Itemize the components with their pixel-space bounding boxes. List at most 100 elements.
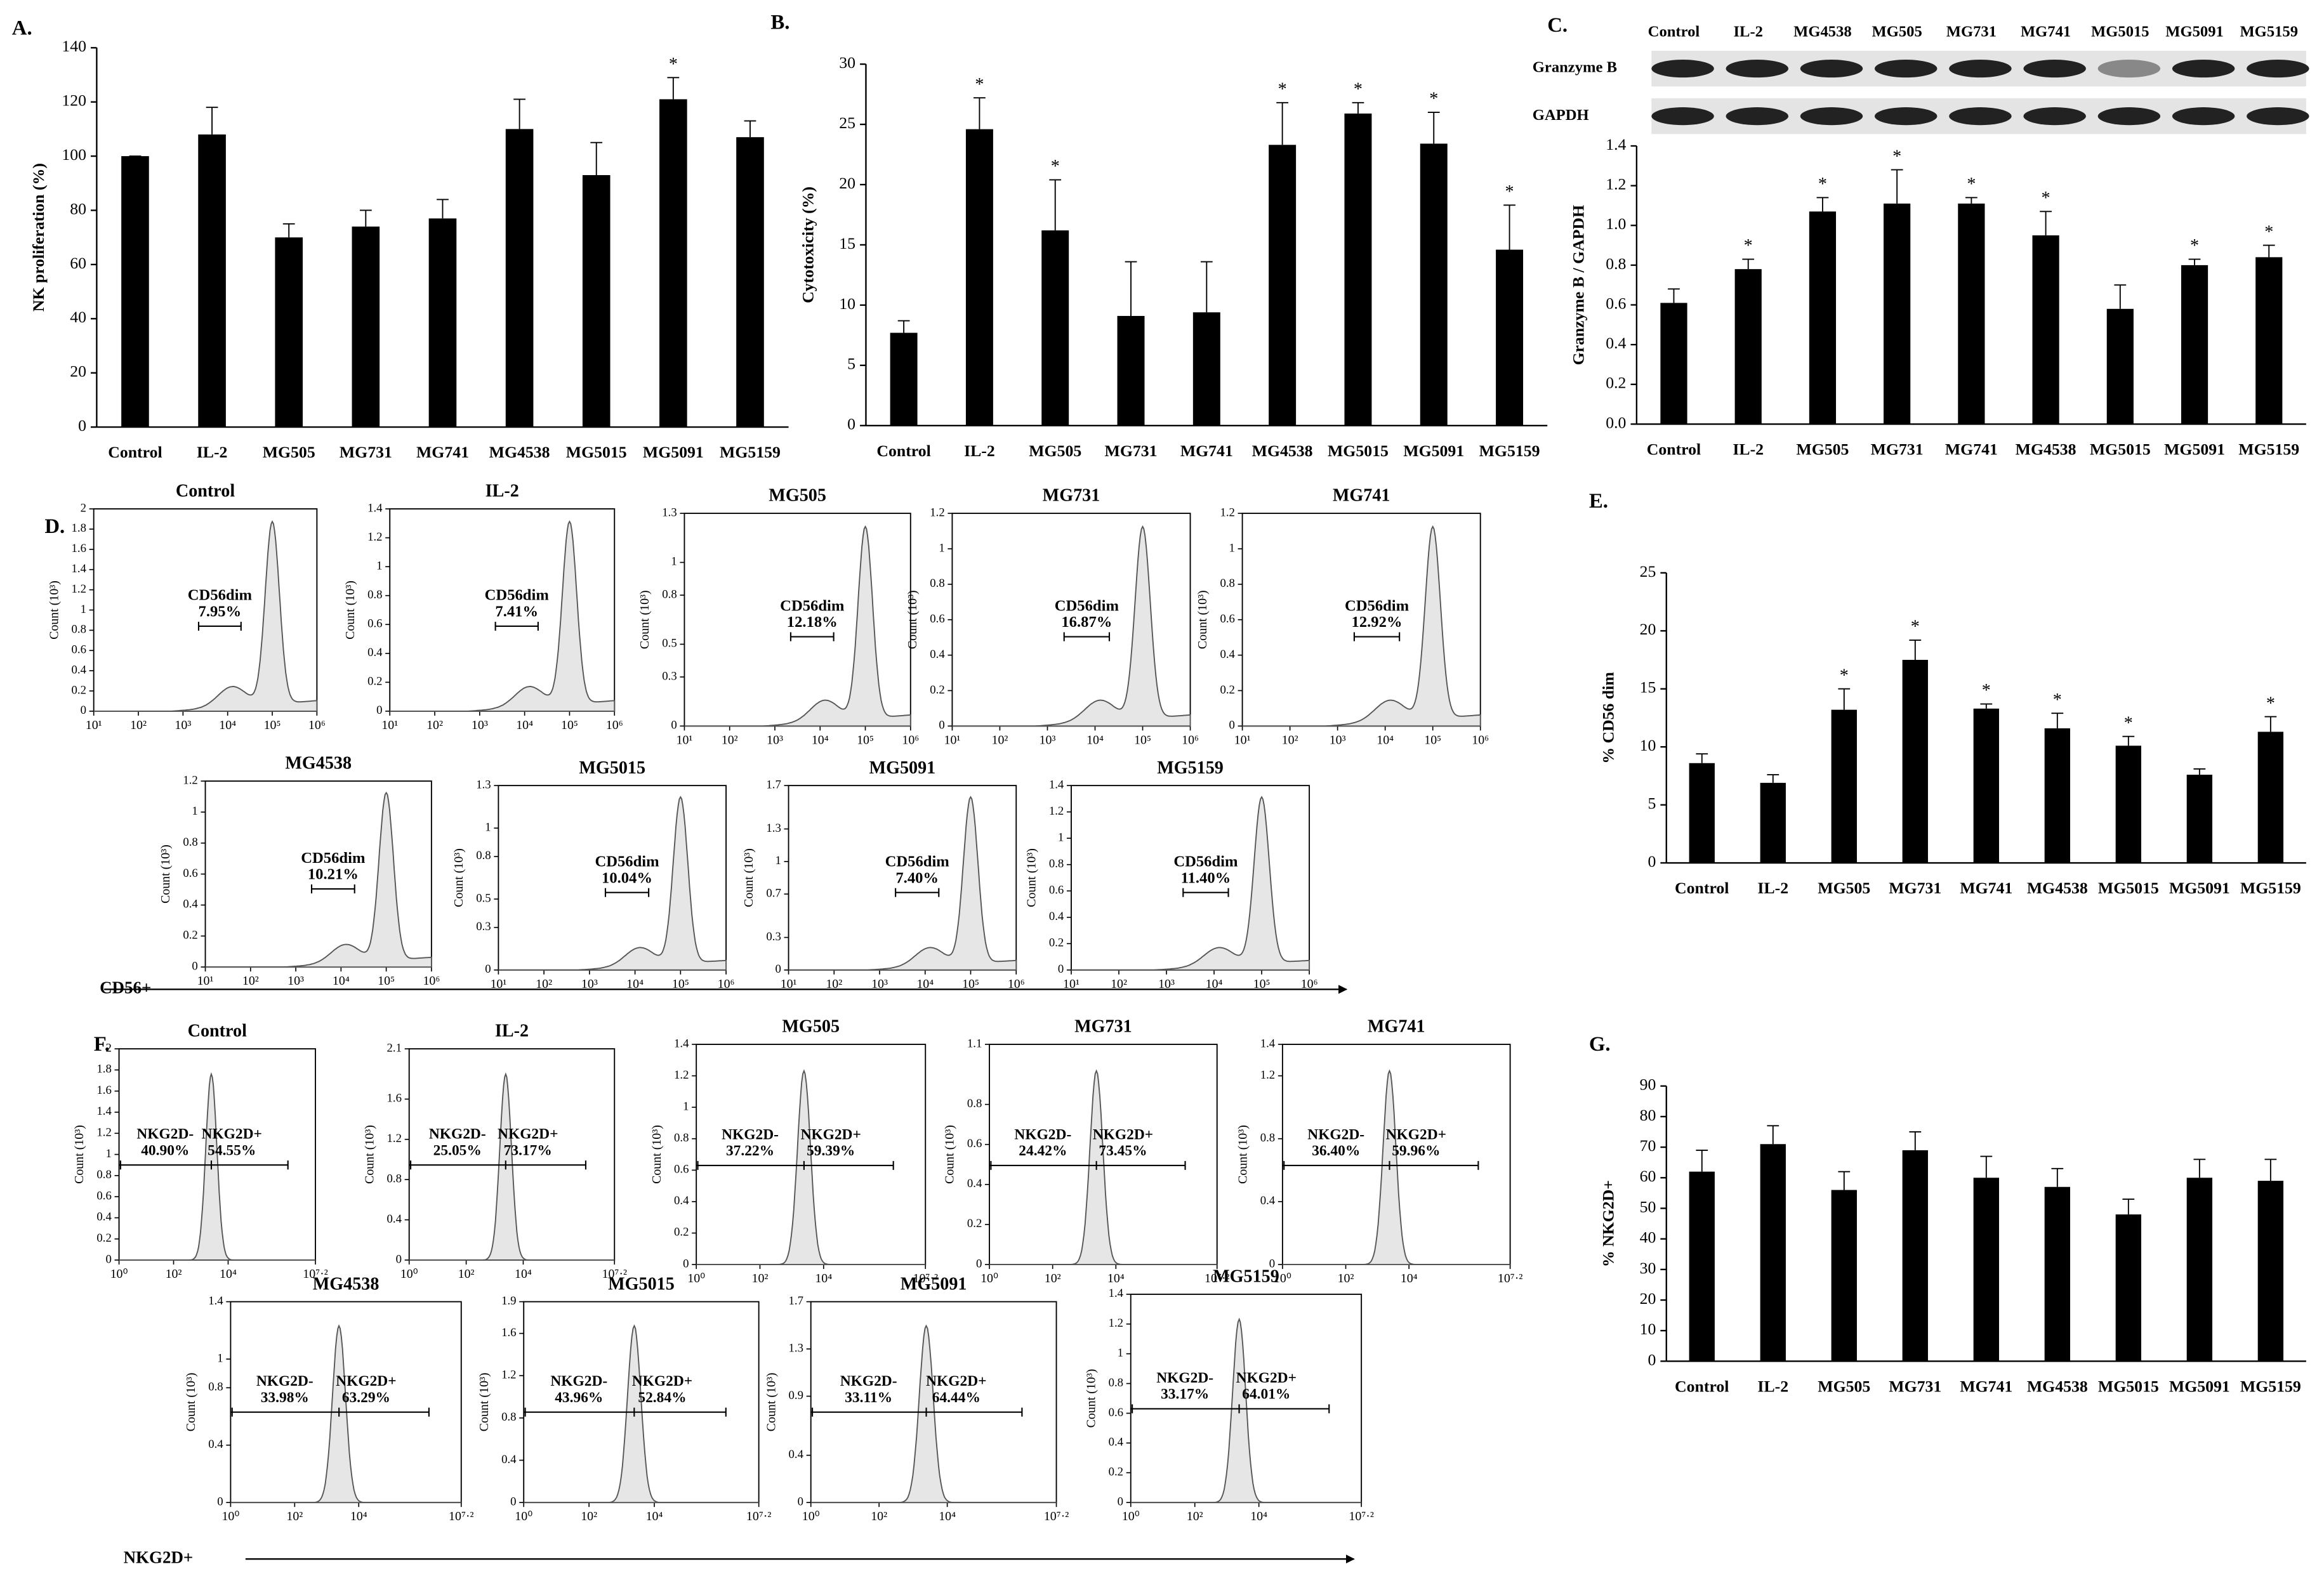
histogram-curve bbox=[788, 796, 1017, 971]
y-axis-label: Count (10³) bbox=[477, 1372, 491, 1431]
error-bar bbox=[359, 209, 372, 227]
error-bar bbox=[1049, 179, 1062, 231]
x-tick-label: MG731 bbox=[340, 443, 392, 461]
bar bbox=[1117, 315, 1145, 426]
y-tick-label: 10 bbox=[1640, 1320, 1656, 1338]
gate-percent: 52.84% bbox=[638, 1389, 686, 1406]
significance-marker: * bbox=[1982, 681, 1991, 700]
x-tick-label: 10² bbox=[130, 718, 147, 732]
y-tick-label: 0.6 bbox=[1606, 294, 1626, 312]
gate-name: NKG2D+ bbox=[1236, 1370, 1297, 1386]
error-bar bbox=[2122, 735, 2135, 746]
x-tick-label: 10⁵ bbox=[561, 718, 578, 732]
y-tick-label: 0 bbox=[1118, 1495, 1123, 1508]
bar bbox=[1958, 203, 1985, 424]
significance-marker: * bbox=[1429, 89, 1438, 109]
blot-band bbox=[2247, 60, 2309, 78]
histogram-curve bbox=[696, 1069, 926, 1265]
y-tick-label: 0.8 bbox=[387, 1172, 402, 1185]
significance-marker: * bbox=[1505, 182, 1514, 202]
x-tick-label: 10³ bbox=[1040, 733, 1056, 747]
x-tick-label: MG505 bbox=[1818, 879, 1870, 897]
x-tick-label: MG5015 bbox=[2098, 879, 2159, 897]
bar bbox=[1973, 708, 1999, 864]
gate-percent: 10.04% bbox=[602, 869, 652, 886]
gate-percent: 10.21% bbox=[308, 866, 359, 883]
x-tick-label: MG741 bbox=[1960, 879, 2012, 897]
x-tick-label: 10⁵ bbox=[1134, 733, 1151, 747]
panel-title: Control bbox=[188, 1021, 247, 1041]
x-tick-label: 10⁰ bbox=[980, 1271, 998, 1285]
gate-name: CD56dim bbox=[485, 587, 550, 604]
x-tick-label: 10⁶ bbox=[1182, 733, 1199, 747]
x-tick-label: IL-2 bbox=[1733, 440, 1764, 459]
bar bbox=[1041, 230, 1069, 426]
error-bar bbox=[1767, 1125, 1779, 1145]
significance-marker: * bbox=[1892, 147, 1901, 166]
y-tick-label: 0.2 bbox=[1606, 374, 1626, 392]
x-tick-label: MG4538 bbox=[2027, 879, 2088, 897]
x-tick-label: MG5159 bbox=[2238, 440, 2299, 459]
significance-marker: * bbox=[2053, 690, 2062, 710]
x-tick-label: 10² bbox=[166, 1267, 182, 1281]
gate bbox=[604, 888, 650, 897]
gate-name: NKG2D- bbox=[1014, 1126, 1071, 1143]
y-tick-label: 1.3 bbox=[476, 778, 491, 791]
y-tick-label: 1.8 bbox=[72, 522, 86, 535]
error-bar bbox=[667, 77, 680, 100]
histogram-curve bbox=[409, 1072, 615, 1261]
y-axis-label: Count (10³) bbox=[1196, 590, 1210, 649]
y-tick-label: 2 bbox=[81, 501, 86, 515]
blot-lane-label: MG731 bbox=[1946, 23, 1997, 40]
bar bbox=[1902, 660, 1928, 864]
panel-title: MG731 bbox=[1043, 486, 1100, 506]
gate-percent: 40.90% bbox=[141, 1142, 189, 1159]
bar bbox=[1902, 1150, 1928, 1362]
blot-lane-label: MG4538 bbox=[1793, 23, 1852, 40]
y-axis-label: NK proliferation (%) bbox=[29, 163, 48, 312]
y-tick-label: 0 bbox=[847, 415, 855, 433]
error-bar bbox=[282, 223, 295, 238]
y-axis-label: Count (10³) bbox=[1025, 848, 1039, 907]
y-tick-label: 0.4 bbox=[930, 648, 945, 661]
y-tick-label: 1.2 bbox=[72, 582, 86, 596]
panel-label: G. bbox=[1589, 1033, 1611, 1056]
x-tick-label: 10⁴ bbox=[1206, 977, 1223, 991]
gate bbox=[696, 1160, 894, 1170]
y-axis-label: Count (10³) bbox=[47, 581, 61, 640]
y-tick-label: 0 bbox=[396, 1252, 402, 1266]
bar bbox=[2044, 728, 2070, 864]
blot-row-label: GAPDH bbox=[1533, 107, 1589, 124]
x-tick-label: MG5015 bbox=[2098, 1377, 2159, 1396]
y-tick-label: 0.2 bbox=[930, 683, 944, 697]
x-axis-label: CD56+ bbox=[100, 978, 151, 997]
gate-percent: 7.41% bbox=[495, 603, 538, 621]
x-tick-label: 10² bbox=[581, 1509, 597, 1523]
histogram-curve bbox=[1282, 1069, 1510, 1265]
y-tick-label: 0.2 bbox=[674, 1226, 689, 1239]
gate-name: NKG2D- bbox=[429, 1126, 486, 1143]
y-axis-label: Count (10³) bbox=[943, 1125, 957, 1184]
x-tick-label: 10⁶ bbox=[423, 974, 440, 988]
y-tick-label: 1.1 bbox=[967, 1037, 982, 1050]
error-bar bbox=[1125, 261, 1137, 316]
x-tick-label: 10⁶ bbox=[1301, 977, 1318, 991]
y-tick-label: 40 bbox=[70, 308, 86, 326]
x-tick-label: MG5091 bbox=[2169, 879, 2230, 897]
y-tick-label: 0.8 bbox=[662, 588, 677, 601]
x-tick-label: MG4538 bbox=[2016, 440, 2076, 459]
x-tick-label: 10⁰ bbox=[1274, 1271, 1291, 1285]
y-tick-label: 0 bbox=[81, 704, 86, 717]
gate-percent: 24.42% bbox=[1019, 1143, 1067, 1159]
error-bar bbox=[1909, 1131, 1922, 1150]
y-tick-label: 0.8 bbox=[96, 1168, 111, 1181]
histogram-curve bbox=[119, 1072, 316, 1261]
y-tick-label: 1.3 bbox=[789, 1341, 803, 1355]
x-tick-label: 10¹ bbox=[944, 733, 960, 747]
y-tick-label: 0.6 bbox=[967, 1137, 982, 1150]
blot-band bbox=[1874, 60, 1938, 78]
y-tick-label: 0.8 bbox=[1049, 857, 1064, 870]
blot-band bbox=[2023, 60, 2086, 78]
y-tick-label: 1.2 bbox=[367, 530, 382, 544]
